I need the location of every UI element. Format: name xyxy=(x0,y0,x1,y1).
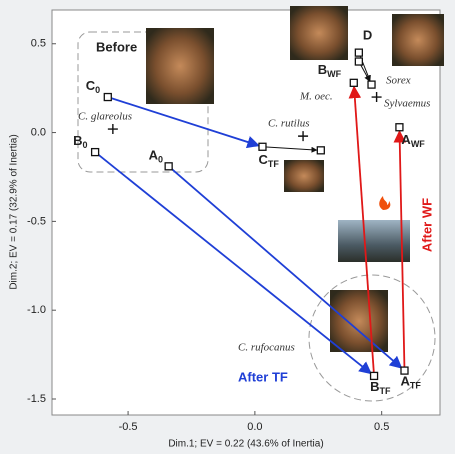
photo xyxy=(392,14,444,66)
photo xyxy=(290,6,348,60)
annotation: Before xyxy=(96,39,137,54)
point-label-sub: TF xyxy=(268,159,279,169)
y-axis-title: Dim.2; EV = 0.17 (32.9% of Inertia) xyxy=(9,134,20,289)
point-label-letter: B xyxy=(318,62,327,77)
x-tick-label: -0.5 xyxy=(119,421,138,433)
y-tick-label: -1.0 xyxy=(27,304,46,316)
species-label: C. rutilus xyxy=(268,118,310,130)
species-label: C. rufocanus xyxy=(238,342,295,354)
point-label-sub: 0 xyxy=(95,85,100,95)
species-label: M. oec. xyxy=(299,91,333,103)
annotation: After TF xyxy=(238,369,288,384)
point-label-sub: TF xyxy=(379,386,390,396)
point xyxy=(317,147,324,154)
point-label-sub: WF xyxy=(327,69,341,79)
point xyxy=(92,149,99,156)
point xyxy=(350,79,357,86)
species-label: Sylvaemus xyxy=(384,98,430,110)
chart: Before After TF After WF C. glareolus C.… xyxy=(0,0,455,454)
point xyxy=(396,124,403,131)
species-label: Sorex xyxy=(386,75,411,87)
point xyxy=(165,163,172,170)
y-tick-label: 0.5 xyxy=(31,38,46,50)
photo xyxy=(338,220,410,262)
point-label: D xyxy=(363,28,372,43)
x-tick-label: 0.5 xyxy=(374,421,389,433)
y-tick-label: 0.0 xyxy=(31,126,46,138)
point-label-sub: 0 xyxy=(83,140,88,150)
x-axis-title: Dim.1; EV = 0.22 (43.6% of Inertia) xyxy=(168,439,323,450)
photo xyxy=(146,28,214,104)
point-label-letter: B xyxy=(73,134,82,149)
species-label: C. glareolus xyxy=(78,111,132,123)
point-label-sub: TF xyxy=(410,381,421,391)
point xyxy=(355,58,362,65)
point-label-letter: D xyxy=(363,28,372,43)
y-tick-label: -0.5 xyxy=(27,215,46,227)
point-label-sub: WF xyxy=(411,140,425,150)
point-label-sub: 0 xyxy=(158,155,163,165)
point xyxy=(355,49,362,56)
plot-area xyxy=(52,10,440,415)
point xyxy=(368,81,375,88)
annotation: After WF xyxy=(419,198,434,252)
point xyxy=(104,94,111,101)
point xyxy=(259,143,266,150)
y-tick-label: -1.5 xyxy=(27,393,46,405)
x-tick-label: 0.0 xyxy=(247,421,262,433)
photo xyxy=(284,160,324,192)
point-label-letter: B xyxy=(370,379,379,394)
photo xyxy=(330,290,388,352)
